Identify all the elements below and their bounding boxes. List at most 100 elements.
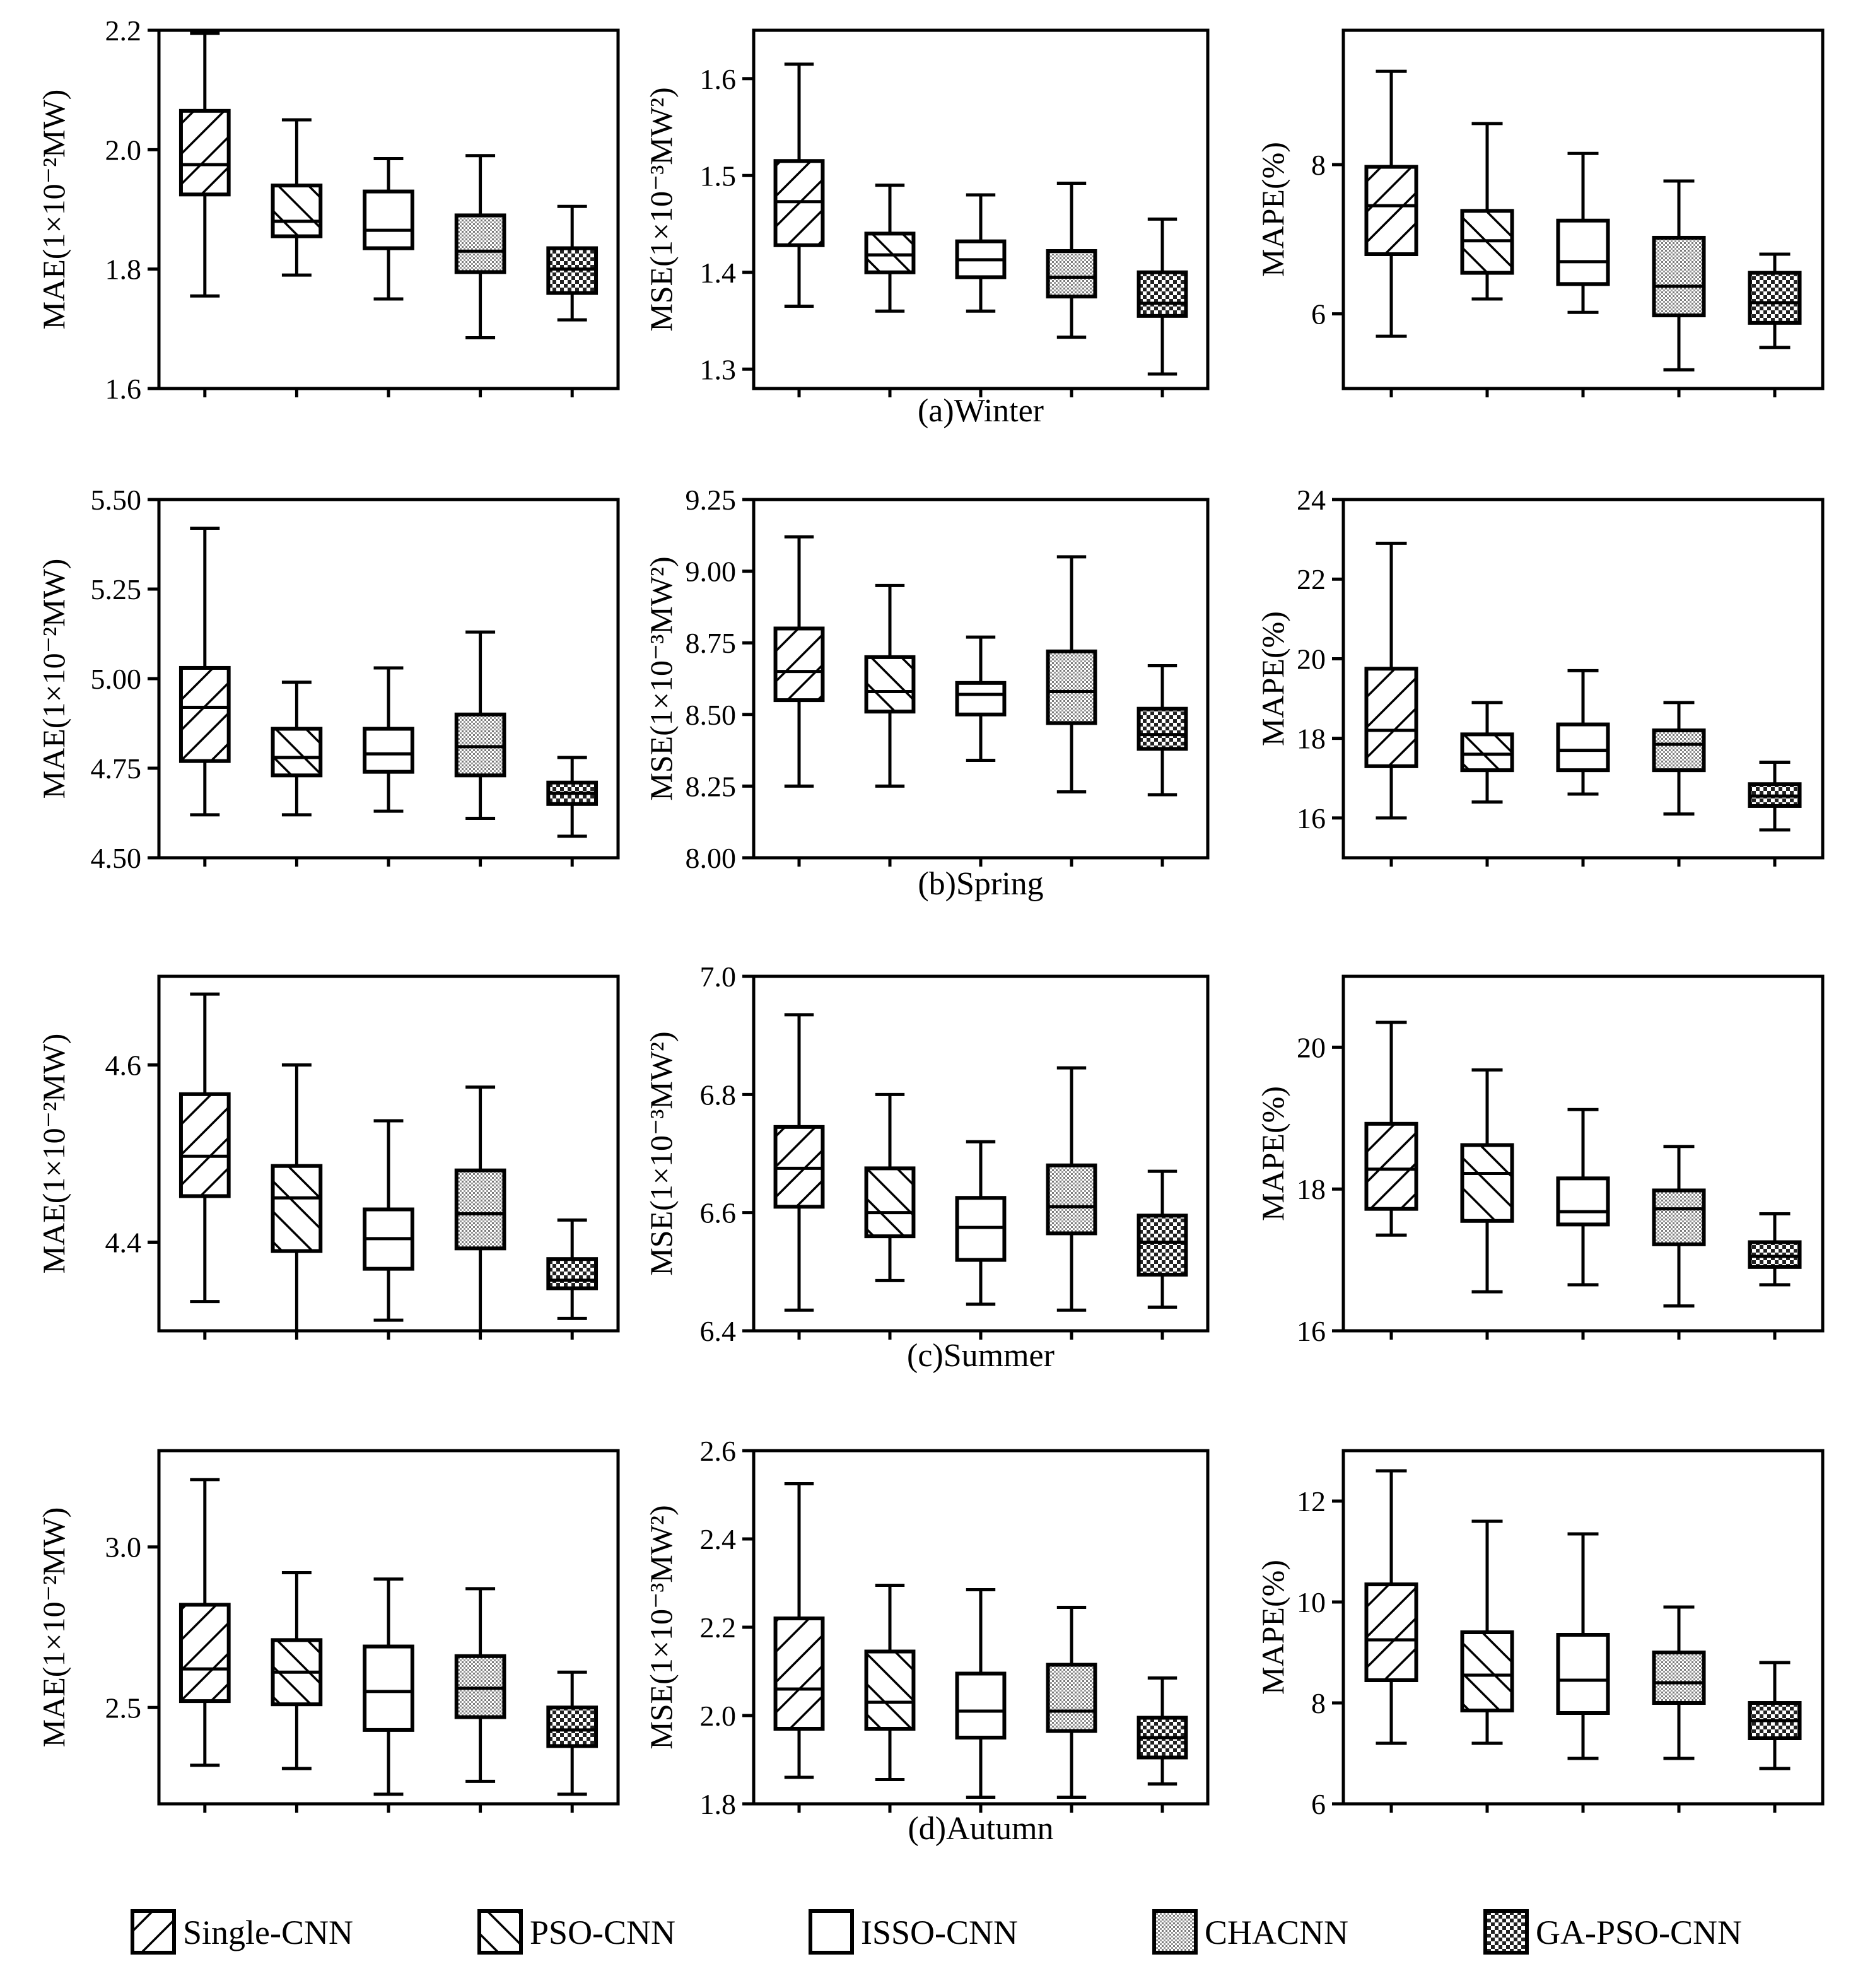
box-isso-cnn bbox=[1556, 669, 1610, 796]
y-tick-label: 2.0 bbox=[700, 1700, 737, 1732]
box-ga-pso-cnn bbox=[1748, 1212, 1802, 1287]
y-tick-label: 18 bbox=[1297, 1173, 1326, 1205]
y-tick-label: 10 bbox=[1297, 1586, 1326, 1618]
y-tick-label: 5.50 bbox=[91, 484, 142, 516]
iqr-box bbox=[1046, 249, 1097, 299]
box-ga-pso-cnn bbox=[1136, 664, 1188, 797]
y-tick-label: 6.8 bbox=[700, 1079, 737, 1111]
y-tick-label: 8 bbox=[1311, 1687, 1326, 1719]
season-caption: (c)Summer bbox=[907, 1338, 1055, 1374]
iqr-box bbox=[773, 1617, 825, 1731]
box-ga-pso-cnn bbox=[546, 1670, 599, 1796]
legend-swatch bbox=[809, 1909, 854, 1955]
y-tick-label: 8 bbox=[1311, 149, 1326, 181]
box-pso-cnn bbox=[864, 1092, 916, 1282]
box-single-cnn bbox=[178, 526, 231, 817]
iqr-box bbox=[363, 1644, 414, 1732]
y-tick-label: 24 bbox=[1297, 484, 1326, 516]
y-tick-label: 2.2 bbox=[105, 15, 142, 47]
panel-12: 6 8 10 12 MAPE(%) bbox=[1255, 1449, 1825, 1820]
iqr-box bbox=[1556, 218, 1610, 286]
legend-item-single-cnn: Single-CNN bbox=[131, 1909, 353, 1955]
panel-8: 6.4 6.6 6.8 7.0 MSE(1×10⁻³MW²) bbox=[643, 961, 1210, 1347]
iqr-box bbox=[864, 655, 916, 714]
iqr-box bbox=[1136, 270, 1188, 318]
panel-7: 4.4 4.6 MAE(1×10⁻²MW) bbox=[36, 974, 620, 1340]
legend: Single-CNN PSO-CNN ISSO-CNN CHACNN GA-PSO-CN… bbox=[131, 1909, 1742, 1955]
iqr-box bbox=[1460, 732, 1514, 773]
y-tick-label: 1.4 bbox=[700, 257, 737, 289]
y-tick-label: 1.8 bbox=[105, 254, 142, 286]
iqr-box bbox=[864, 1649, 916, 1731]
box-ga-pso-cnn bbox=[1136, 1676, 1188, 1786]
box-chacnn bbox=[454, 1587, 506, 1783]
box-chacnn bbox=[454, 154, 506, 340]
y-tick-label: 20 bbox=[1297, 1031, 1326, 1063]
y-tick-label: 9.00 bbox=[686, 556, 737, 588]
legend-item-chacnn: CHACNN bbox=[1152, 1909, 1348, 1955]
box-pso-cnn bbox=[271, 1570, 323, 1770]
season-caption: (b)Spring bbox=[918, 866, 1043, 902]
iqr-box bbox=[1652, 1651, 1706, 1705]
box-ga-pso-cnn bbox=[1748, 1661, 1802, 1770]
box-pso-cnn bbox=[271, 681, 323, 817]
iqr-box bbox=[546, 1257, 599, 1290]
season-caption: (d)Autumn bbox=[908, 1811, 1053, 1847]
box-ga-pso-cnn bbox=[1136, 1169, 1188, 1309]
box-single-cnn bbox=[1364, 1020, 1418, 1237]
iqr-box bbox=[1136, 706, 1188, 751]
iqr-box bbox=[1046, 649, 1097, 725]
y-tick-label: 2.2 bbox=[700, 1611, 737, 1644]
box-ga-pso-cnn bbox=[546, 756, 599, 838]
y-tick-label: 1.5 bbox=[700, 160, 737, 192]
box-chacnn bbox=[1046, 1066, 1097, 1312]
iqr-box bbox=[1652, 235, 1706, 318]
box-isso-cnn bbox=[363, 1577, 414, 1796]
box-isso-cnn bbox=[1556, 1532, 1610, 1760]
season-caption: (a)Winter bbox=[918, 393, 1044, 429]
legend-swatch bbox=[131, 1909, 176, 1955]
y-axis-label: MSE(1×10⁻³MW²) bbox=[643, 1031, 679, 1275]
iqr-box bbox=[1460, 1143, 1514, 1223]
box-pso-cnn bbox=[271, 118, 323, 277]
iqr-box bbox=[1556, 1176, 1610, 1227]
box-single-cnn bbox=[1364, 541, 1418, 820]
box-isso-cnn bbox=[955, 193, 1007, 313]
box-isso-cnn bbox=[955, 1140, 1007, 1306]
iqr-box bbox=[271, 184, 323, 238]
legend-label: Single-CNN bbox=[183, 1914, 353, 1951]
box-pso-cnn bbox=[1460, 1068, 1514, 1294]
y-tick-label: 4.4 bbox=[105, 1227, 142, 1259]
y-tick-label: 4.6 bbox=[105, 1050, 142, 1082]
iqr-box bbox=[454, 712, 506, 778]
box-pso-cnn bbox=[864, 184, 916, 313]
y-axis-label: MAPE(%) bbox=[1255, 142, 1290, 277]
y-axis-label: MSE(1×10⁻³MW²) bbox=[643, 556, 679, 800]
iqr-box bbox=[178, 665, 231, 763]
box-ga-pso-cnn bbox=[1748, 252, 1802, 349]
box-ga-pso-cnn bbox=[546, 1218, 599, 1320]
box-single-cnn bbox=[773, 1482, 825, 1779]
y-tick-label: 8.75 bbox=[686, 627, 737, 659]
box-single-cnn bbox=[773, 62, 825, 308]
legend-label: ISSO-CNN bbox=[861, 1914, 1018, 1951]
box-isso-cnn bbox=[363, 666, 414, 813]
y-tick-label: 9.25 bbox=[686, 484, 737, 516]
y-axis-label: MAE(1×10⁻²MW) bbox=[36, 1507, 71, 1748]
box-isso-cnn bbox=[955, 635, 1007, 763]
box-pso-cnn bbox=[864, 583, 916, 788]
box-isso-cnn bbox=[955, 1588, 1007, 1799]
panel-4: 4.50 4.75 5.00 5.25 5.50 MAE(1×10⁻²MW) bbox=[36, 484, 620, 874]
iqr-box bbox=[454, 213, 506, 274]
y-tick-label: 20 bbox=[1297, 643, 1326, 675]
y-tick-label: 6.6 bbox=[700, 1197, 737, 1229]
box-single-cnn bbox=[178, 992, 231, 1304]
legend-swatch bbox=[477, 1909, 523, 1955]
panel-11: 1.8 2.0 2.2 2.4 2.6 MSE(1×10⁻³MW²) bbox=[643, 1435, 1210, 1820]
panel-1: 1.6 1.8 2.0 2.2 MAE(1×10⁻²MW) bbox=[36, 15, 620, 405]
box-ga-pso-cnn bbox=[1748, 761, 1802, 832]
y-tick-label: 1.8 bbox=[700, 1788, 737, 1820]
iqr-box bbox=[864, 231, 916, 274]
iqr-box bbox=[1364, 667, 1418, 768]
